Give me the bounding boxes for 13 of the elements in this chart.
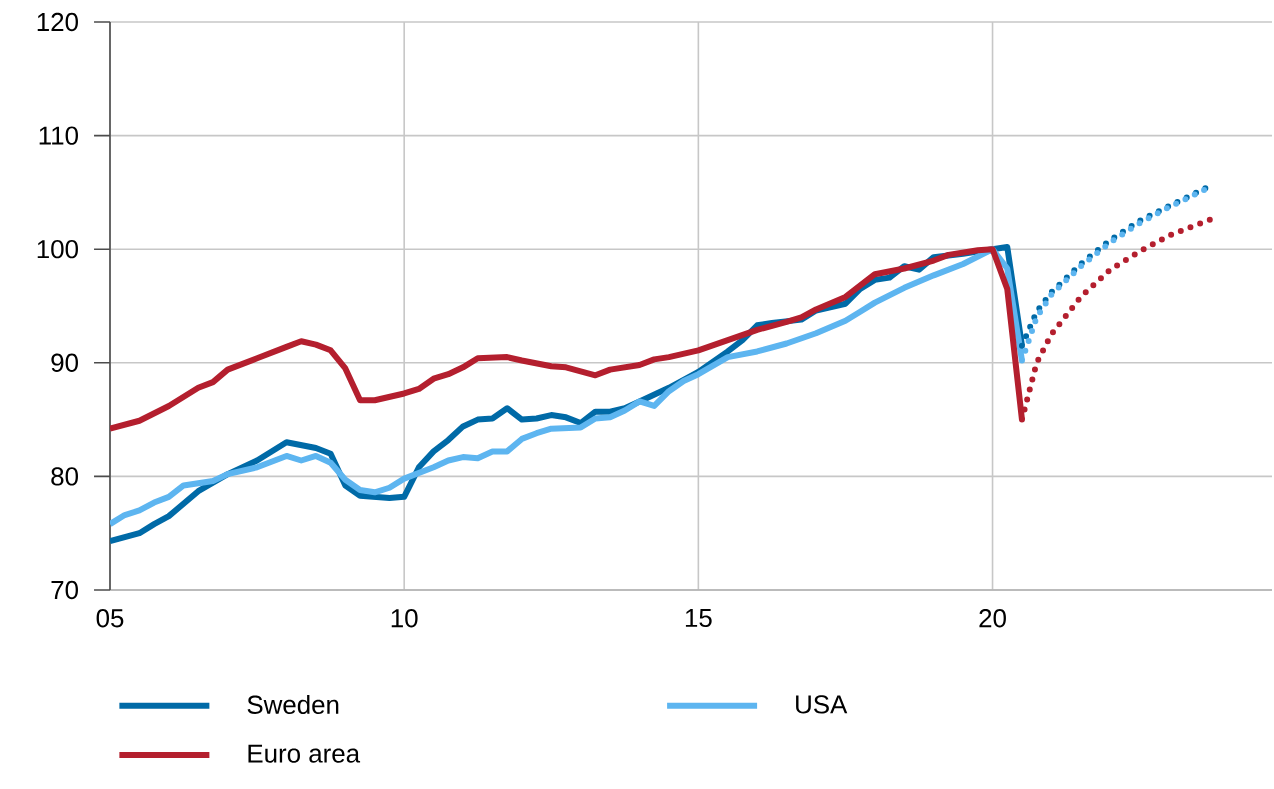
legend-label: Euro area <box>248 744 361 763</box>
y-tick-label: 70 <box>51 580 78 600</box>
y-tick-label: 90 <box>51 353 78 372</box>
x-tick-label: 15 <box>685 609 712 628</box>
y-tick-label: 100 <box>37 240 78 259</box>
legend-label: USA <box>796 695 848 714</box>
x-tick-label: 20 <box>979 609 1006 628</box>
y-tick-label: 120 <box>37 12 78 32</box>
x-tick-label: 05 <box>96 609 124 628</box>
legend-label: Sweden <box>247 694 339 714</box>
x-tick-label: 10 <box>391 609 418 628</box>
y-tick-label: 80 <box>51 467 78 486</box>
y-tick-label: 110 <box>39 126 78 145</box>
